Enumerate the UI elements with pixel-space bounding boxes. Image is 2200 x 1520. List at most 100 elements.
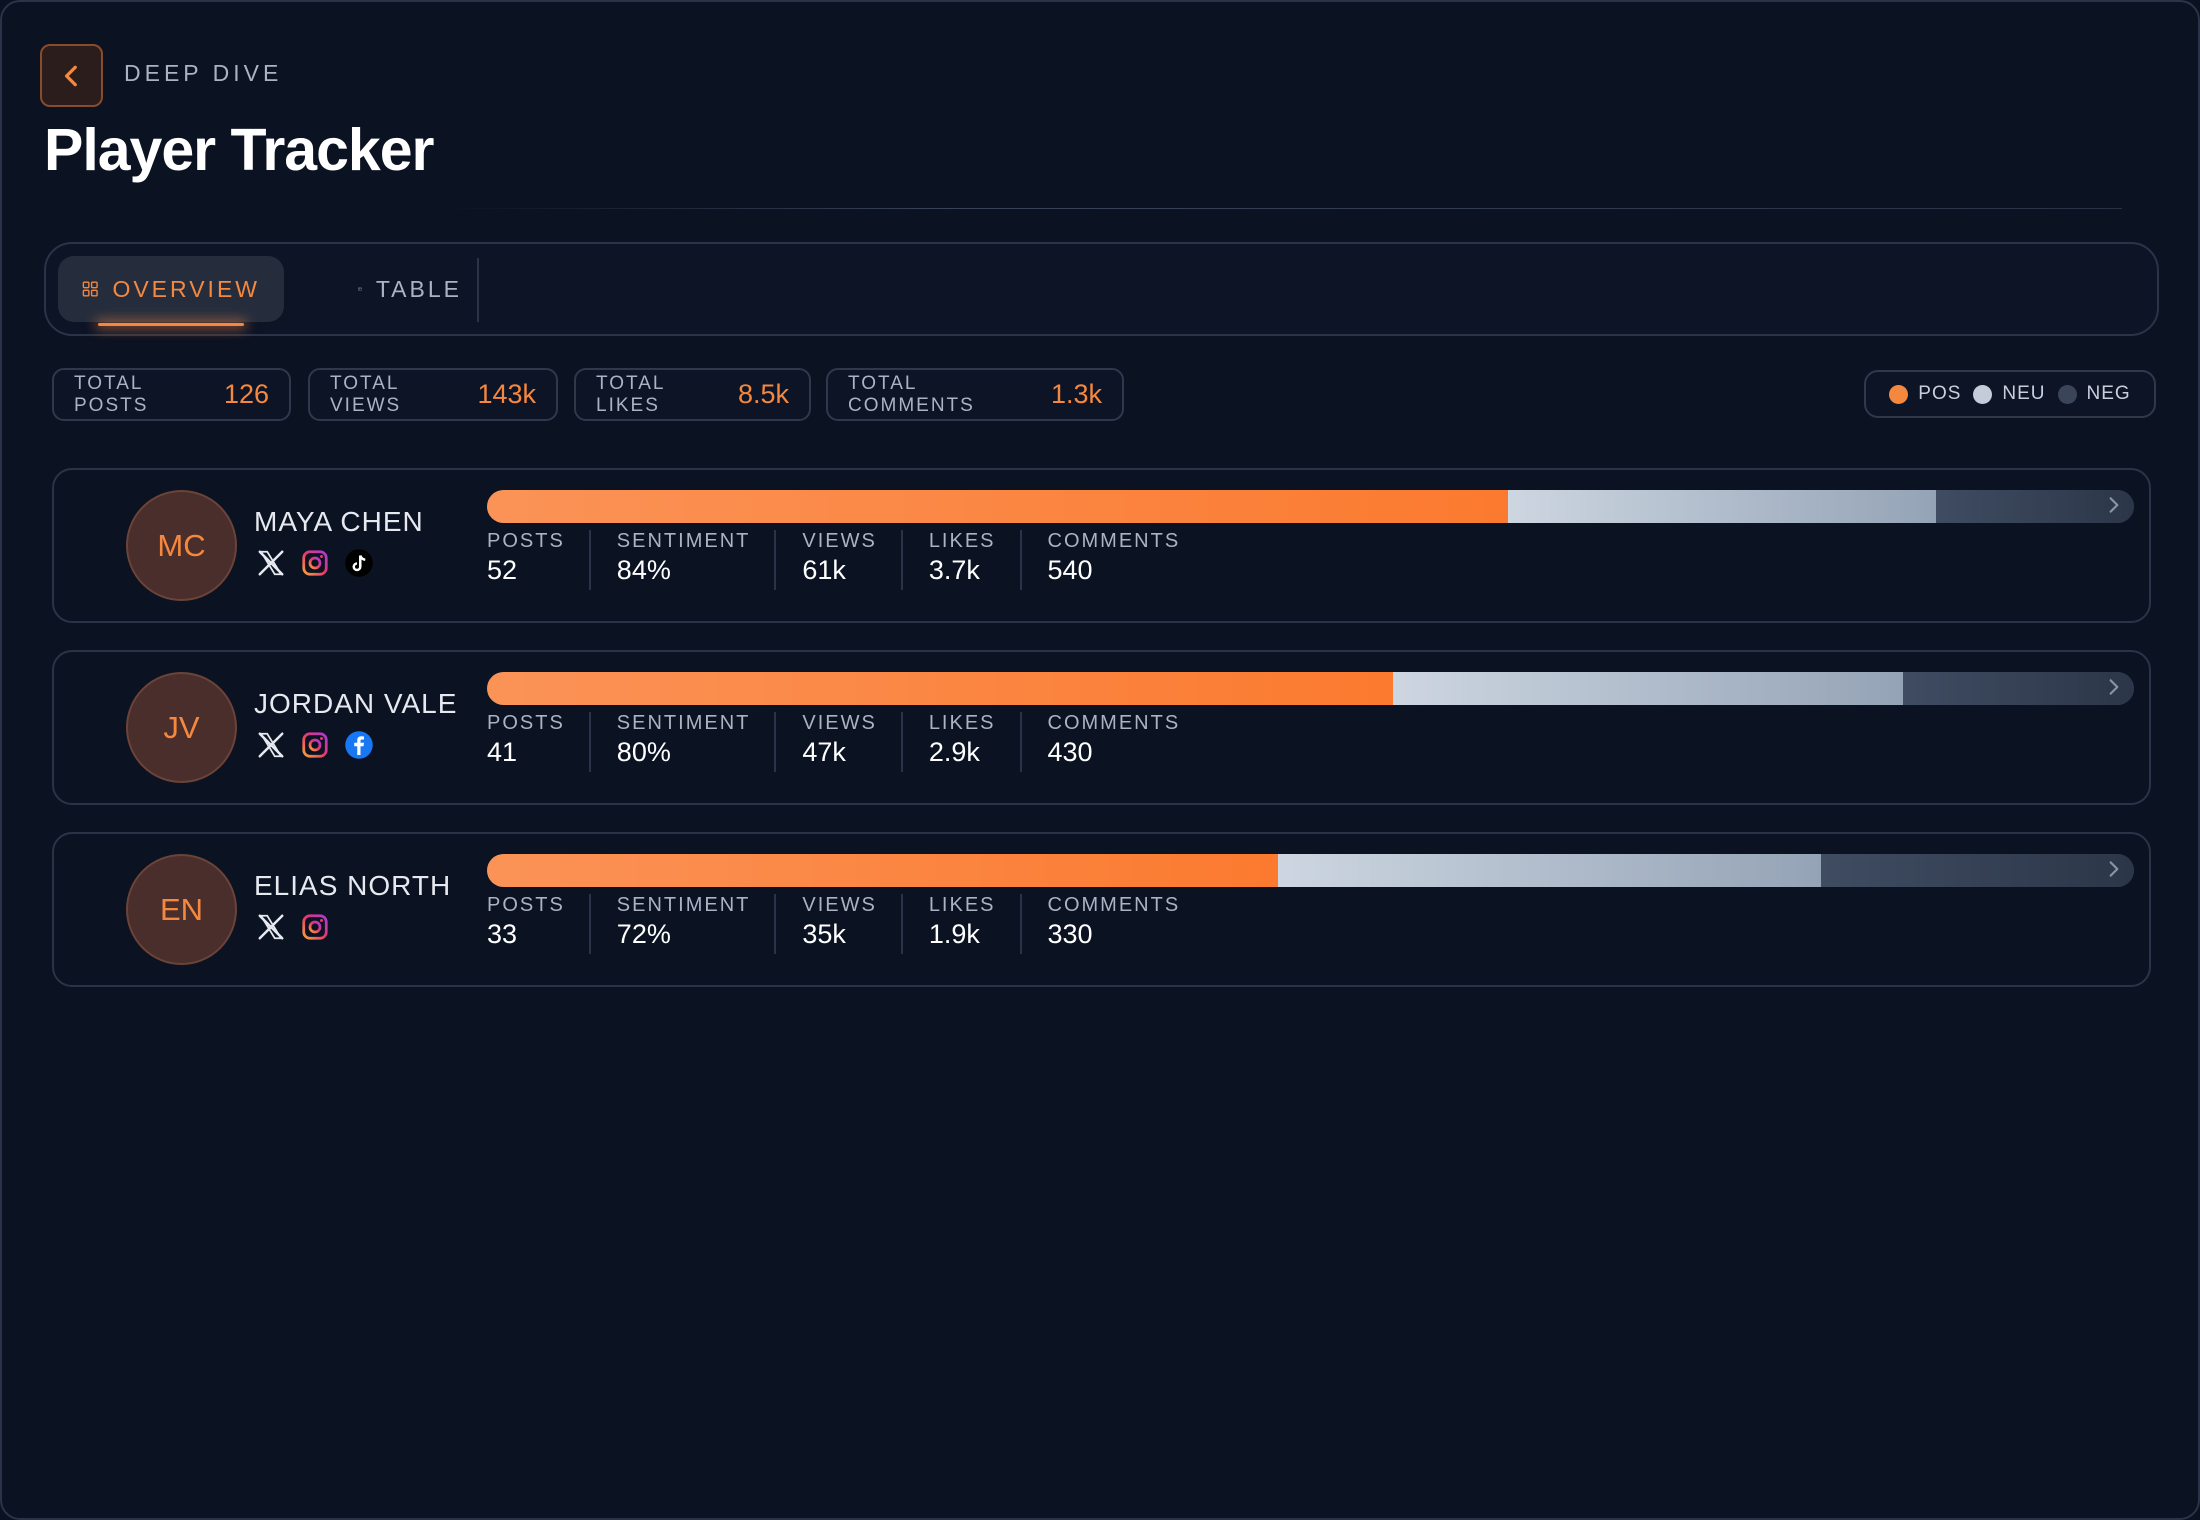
legend-item-pos: POS (1889, 383, 1961, 405)
metric-label: VIEWS (802, 530, 877, 552)
sentiment-positive-segment (487, 854, 1278, 887)
sentiment-neutral-segment (1392, 672, 1904, 705)
player-card[interactable]: MC MAYA CHEN POSTS 52 SENTIMENT 84% VIEW… (52, 468, 2151, 623)
metric-likes: LIKES 1.9k (929, 894, 1022, 954)
sentiment-negative-segment (1936, 490, 2134, 523)
header-divider (442, 208, 2122, 209)
sentiment-bar (487, 490, 2134, 523)
metric-sentiment: SENTIMENT 72% (617, 894, 777, 954)
metric-sentiment: SENTIMENT 80% (617, 712, 777, 772)
view-tabs: OVERVIEW TABLE (44, 242, 2159, 336)
metric-label: SENTIMENT (616, 712, 751, 734)
legend-label: NEG (2086, 383, 2131, 404)
stat-total-likes: TOTAL LIKES 8.5k (574, 368, 811, 421)
metric-label: SENTIMENT (616, 530, 751, 552)
legend-label: POS (1918, 383, 1962, 404)
instagram-icon[interactable] (298, 910, 332, 944)
metric-value: 61k (802, 555, 846, 585)
page-title: Player Tracker (44, 117, 434, 183)
facebook-icon[interactable] (342, 728, 376, 762)
tab-overview[interactable]: OVERVIEW (58, 256, 284, 326)
legend-item-neg: NEG (2057, 383, 2131, 405)
metric-posts: POSTS 41 (487, 712, 591, 772)
sentiment-legend: POS NEU NEG (1864, 370, 2156, 418)
stat-label: TOTAL POSTS (74, 372, 149, 416)
metric-sentiment: SENTIMENT 84% (617, 530, 777, 590)
legend-item-neu: NEU (1973, 383, 2045, 405)
stat-total-views: TOTAL VIEWS 143k (308, 368, 558, 421)
metric-value: 2.9k (928, 737, 980, 767)
metric-label: VIEWS (802, 894, 877, 916)
social-links (254, 728, 376, 762)
player-name: MAYA CHEN (254, 506, 424, 537)
x-icon[interactable] (254, 728, 288, 762)
tab-table-label: TABLE (375, 275, 462, 302)
stat-label: TOTAL LIKES (596, 372, 665, 416)
instagram-icon[interactable] (298, 728, 332, 762)
tab-overview-label: OVERVIEW (112, 275, 260, 302)
stat-value: 1.3k (1050, 379, 1102, 409)
metric-value: 80% (616, 737, 671, 767)
avatar: EN (126, 854, 237, 965)
stat-total-posts: TOTAL POSTS 126 (52, 368, 291, 421)
metric-value: 540 (1047, 555, 1093, 585)
metric-value: 47k (802, 737, 846, 767)
player-name: JORDAN VALE (254, 688, 458, 719)
social-links (254, 546, 376, 580)
player-metrics: POSTS 41 SENTIMENT 80% VIEWS 47k LIKES 2… (487, 712, 1230, 772)
legend-dot (1973, 384, 1993, 404)
metric-value: 41 (487, 737, 518, 767)
stat-label: TOTAL COMMENTS (848, 372, 975, 416)
player-name: ELIAS NORTH (254, 870, 452, 901)
legend-label: NEU (2002, 383, 2046, 404)
metric-comments: COMMENTS 430 (1048, 712, 1205, 772)
avatar: JV (126, 672, 237, 783)
metric-value: 72% (616, 919, 671, 949)
x-icon[interactable] (254, 546, 288, 580)
metric-value: 52 (487, 555, 518, 585)
instagram-icon[interactable] (298, 546, 332, 580)
chevron-left-icon (64, 65, 77, 86)
sentiment-negative-segment (1903, 672, 2134, 705)
stat-value: 126 (223, 379, 269, 409)
metric-label: LIKES (928, 712, 996, 734)
legend-dot (2057, 384, 2077, 404)
metric-value: 35k (802, 919, 846, 949)
sentiment-positive-segment (487, 490, 1509, 523)
metric-likes: LIKES 2.9k (929, 712, 1022, 772)
metric-label: LIKES (928, 894, 996, 916)
metric-value: 3.7k (928, 555, 980, 585)
metric-value: 1.9k (928, 919, 980, 949)
metric-label: COMMENTS (1047, 712, 1181, 734)
metric-label: VIEWS (802, 712, 877, 734)
metric-posts: POSTS 52 (487, 530, 591, 590)
chevron-right-icon[interactable] (2099, 672, 2129, 702)
player-metrics: POSTS 52 SENTIMENT 84% VIEWS 61k LIKES 3… (487, 530, 1230, 590)
sentiment-bar (487, 854, 2134, 887)
metric-label: SENTIMENT (616, 894, 751, 916)
stat-total-comments: TOTAL COMMENTS 1.3k (826, 368, 1124, 421)
player-card[interactable]: EN ELIAS NORTH POSTS 33 SENTIMENT 72% VI… (52, 832, 2151, 987)
x-icon[interactable] (254, 910, 288, 944)
sentiment-bar (487, 672, 2134, 705)
metric-label: LIKES (928, 530, 996, 552)
metric-views: VIEWS 61k (802, 530, 903, 590)
player-card[interactable]: JV JORDAN VALE POSTS 41 SENTIMENT 80% VI… (52, 650, 2151, 805)
stat-value: 143k (477, 379, 536, 409)
metric-views: VIEWS 47k (802, 712, 903, 772)
tiktok-icon[interactable] (342, 546, 376, 580)
chevron-right-icon[interactable] (2099, 490, 2129, 520)
metric-value: 84% (616, 555, 671, 585)
sentiment-neutral-segment (1508, 490, 1937, 523)
grid-icon (82, 281, 98, 297)
back-button[interactable] (40, 44, 103, 107)
stat-label: TOTAL VIEWS (330, 372, 402, 416)
sentiment-neutral-segment (1277, 854, 1822, 887)
stat-value: 8.5k (737, 379, 789, 409)
metric-label: POSTS (487, 530, 565, 552)
metric-value: 330 (1047, 919, 1093, 949)
player-metrics: POSTS 33 SENTIMENT 72% VIEWS 35k LIKES 1… (487, 894, 1230, 954)
chevron-right-icon[interactable] (2099, 854, 2129, 884)
tab-table[interactable]: TABLE (336, 256, 486, 322)
